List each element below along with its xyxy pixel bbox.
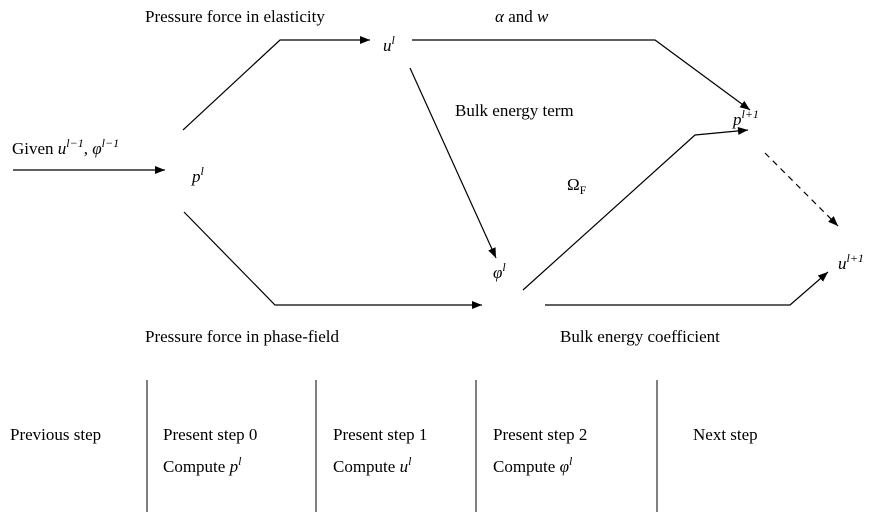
text-segment: l+1 (847, 251, 864, 265)
text-segment: Pressure force in phase-field (145, 327, 340, 346)
text-segment: Pressure force in elasticity (145, 7, 325, 26)
text-segment: φ (493, 263, 502, 282)
text-segment: u (58, 139, 67, 158)
step-title: Present step 1 (333, 425, 427, 444)
text-segment: l (502, 260, 506, 274)
text-segment: Present step 1 (333, 425, 427, 444)
step-title: Present step 0 (163, 425, 257, 444)
edge-label: Bulk energy term (455, 101, 574, 120)
text-segment: Previous step (10, 425, 101, 444)
text-segment: Bulk energy term (455, 101, 574, 120)
edge-label: Pressure force in phase-field (145, 327, 340, 346)
step-compute: Compute pl (163, 454, 242, 476)
step-title: Next step (693, 425, 758, 444)
node-label: φl (493, 260, 506, 282)
text-segment: u (383, 36, 392, 55)
text-segment: Given (12, 139, 58, 158)
node-label: pl+1 (732, 107, 759, 129)
edge-label: Pressure force in elasticity (145, 7, 325, 26)
text-segment: l (569, 454, 573, 468)
step-compute: Compute φl (493, 454, 573, 476)
text-segment: Present step 0 (163, 425, 257, 444)
edge-label: ΩF (567, 175, 587, 197)
text-segment: p (191, 167, 201, 186)
text-segment: p (732, 110, 742, 129)
text-segment: F (580, 183, 587, 197)
text-segment: l−1 (66, 136, 83, 150)
step-title: Previous step (10, 425, 101, 444)
step-compute: Compute ul (333, 454, 412, 476)
text-segment: φ (92, 139, 101, 158)
text-segment: Compute (493, 457, 560, 476)
text-segment: Bulk energy coefficient (560, 327, 720, 346)
node-label: ul (383, 33, 396, 55)
edge-label: Bulk energy coefficient (560, 327, 720, 346)
text-segment: p (229, 457, 239, 476)
text-segment: Ω (567, 175, 580, 194)
step-dividers (146, 380, 658, 512)
dashed-arrow (764, 152, 839, 227)
text-segment: u (838, 254, 847, 273)
text-segment: φ (560, 457, 569, 476)
text-segment: Compute (163, 457, 230, 476)
node-label: pl (191, 164, 205, 186)
text-segment: l−1 (102, 136, 119, 150)
text-segment: Compute (333, 457, 400, 476)
edge-label: α and w (495, 7, 549, 26)
arrow (522, 126, 749, 291)
text-segment: l (408, 454, 412, 468)
arrow (183, 211, 482, 309)
edges (13, 36, 839, 309)
text-segment: l (238, 454, 242, 468)
text-segment: w (537, 7, 549, 26)
text-segment: α (495, 7, 505, 26)
edge-label: Given ul−1, φl−1 (12, 136, 119, 158)
node-label: ul+1 (838, 251, 864, 273)
text-segment: l (392, 33, 396, 47)
arrow (409, 67, 497, 259)
arrow (182, 36, 370, 131)
text-segment: l (201, 164, 205, 178)
text-segment: , (84, 139, 93, 158)
text-segment: Next step (693, 425, 758, 444)
text-segment: and (504, 7, 537, 26)
step-title: Present step 2 (493, 425, 587, 444)
text-segment: u (400, 457, 409, 476)
arrow (545, 271, 829, 306)
arrow (412, 39, 751, 111)
text-segment: l+1 (742, 107, 759, 121)
text-segment: Present step 2 (493, 425, 587, 444)
